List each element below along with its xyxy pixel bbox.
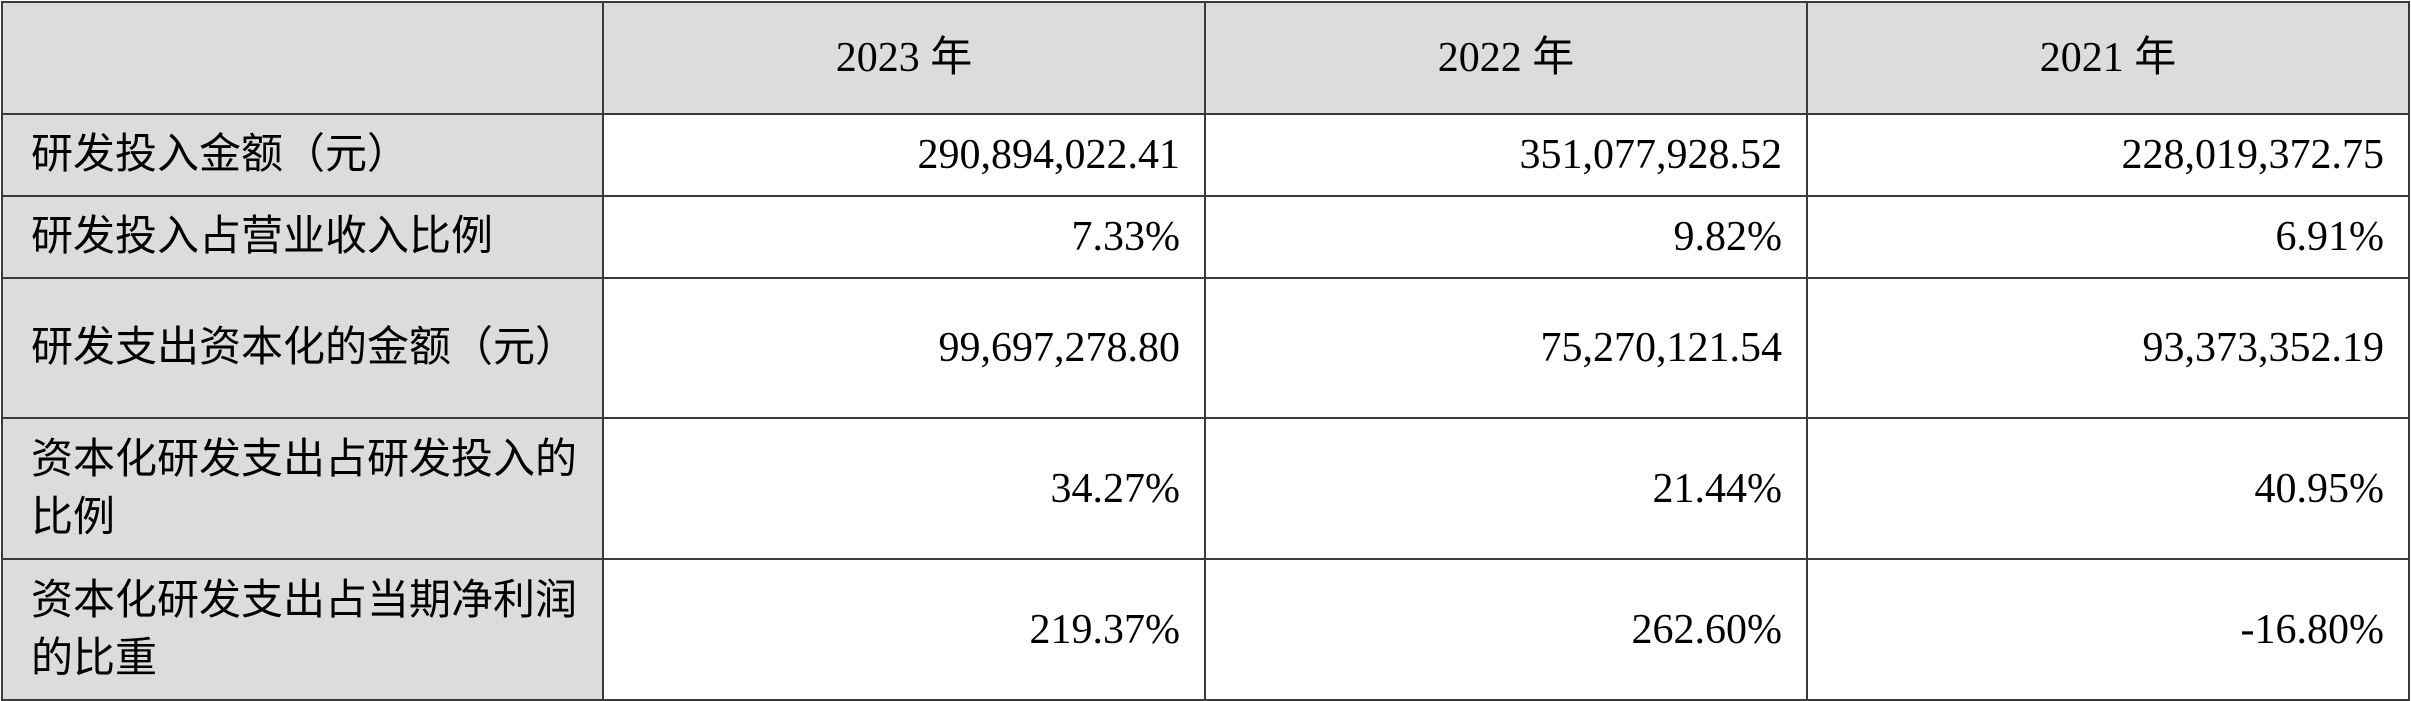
column-header-2021: 2021 年: [1806, 1, 2410, 115]
value-cell: 219.37%: [602, 558, 1206, 701]
value-cell: 34.27%: [602, 417, 1206, 560]
value-cell: 262.60%: [1204, 558, 1808, 701]
value-cell: 7.33%: [602, 195, 1206, 279]
row-label: 研发支出资本化的金额（元）: [1, 277, 604, 419]
table-row: 研发投入金额（元） 290,894,022.41 351,077,928.52 …: [1, 113, 2410, 197]
table-row: 研发投入占营业收入比例 7.33% 9.82% 6.91%: [1, 195, 2410, 279]
corner-cell: [1, 1, 604, 115]
row-label: 资本化研发支出占当期净利润的比重: [1, 558, 604, 701]
table-row: 研发支出资本化的金额（元） 99,697,278.80 75,270,121.5…: [1, 277, 2410, 419]
value-cell: 93,373,352.19: [1806, 277, 2410, 419]
column-header-2023: 2023 年: [602, 1, 1206, 115]
row-label: 研发投入占营业收入比例: [1, 195, 604, 279]
row-label: 研发投入金额（元）: [1, 113, 604, 197]
value-cell: 40.95%: [1806, 417, 2410, 560]
table-row: 资本化研发支出占当期净利润的比重 219.37% 262.60% -16.80%: [1, 558, 2410, 701]
value-cell: 75,270,121.54: [1204, 277, 1808, 419]
row-label: 资本化研发支出占研发投入的比例: [1, 417, 604, 560]
value-cell: 6.91%: [1806, 195, 2410, 279]
value-cell: 290,894,022.41: [602, 113, 1206, 197]
column-header-2022: 2022 年: [1204, 1, 1808, 115]
value-cell: 351,077,928.52: [1204, 113, 1808, 197]
value-cell: -16.80%: [1806, 558, 2410, 701]
value-cell: 99,697,278.80: [602, 277, 1206, 419]
header-row: 2023 年 2022 年 2021 年: [1, 1, 2410, 115]
value-cell: 228,019,372.75: [1806, 113, 2410, 197]
table-row: 资本化研发支出占研发投入的比例 34.27% 21.44% 40.95%: [1, 417, 2410, 560]
value-cell: 21.44%: [1204, 417, 1808, 560]
value-cell: 9.82%: [1204, 195, 1808, 279]
